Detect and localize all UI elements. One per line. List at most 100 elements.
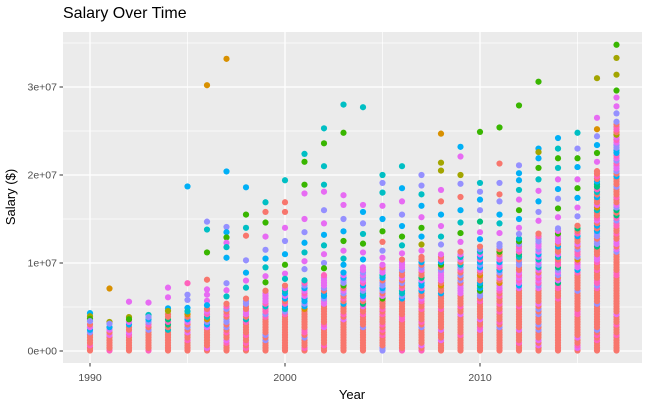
data-point bbox=[359, 104, 367, 111]
y-tick-label: 0e+00 bbox=[28, 346, 58, 358]
data-point bbox=[301, 190, 308, 197]
data-point bbox=[418, 182, 425, 189]
data-point bbox=[281, 275, 289, 282]
data-point bbox=[320, 220, 328, 227]
data-point bbox=[398, 185, 406, 192]
data-point bbox=[281, 208, 289, 216]
data-point bbox=[203, 249, 211, 256]
data-point bbox=[164, 307, 172, 315]
data-point bbox=[437, 159, 445, 166]
data-point bbox=[242, 211, 250, 218]
data-point bbox=[359, 240, 367, 247]
data-point bbox=[574, 145, 581, 152]
data-point bbox=[496, 160, 503, 167]
data-point bbox=[262, 255, 269, 262]
data-point bbox=[554, 145, 562, 152]
data-point bbox=[457, 193, 464, 201]
data-point bbox=[457, 219, 464, 226]
data-point bbox=[554, 214, 562, 221]
data-point bbox=[476, 196, 484, 203]
data-point bbox=[574, 155, 581, 162]
data-point bbox=[301, 266, 308, 273]
data-point bbox=[554, 176, 562, 183]
data-point bbox=[359, 220, 367, 227]
data-point bbox=[496, 211, 503, 218]
data-point bbox=[203, 297, 211, 304]
data-point bbox=[496, 198, 503, 205]
data-point bbox=[320, 242, 328, 249]
data-point bbox=[301, 258, 308, 265]
data-point bbox=[418, 171, 425, 179]
data-point bbox=[301, 150, 308, 157]
data-point bbox=[145, 299, 152, 306]
data-point bbox=[496, 229, 503, 237]
data-point bbox=[554, 185, 562, 193]
data-point bbox=[476, 179, 484, 187]
data-point bbox=[437, 222, 445, 230]
data-point bbox=[418, 214, 425, 221]
data-point bbox=[223, 244, 230, 251]
data-point bbox=[281, 237, 289, 245]
data-point bbox=[554, 225, 562, 232]
data-point bbox=[515, 186, 523, 194]
data-point bbox=[535, 149, 542, 156]
data-point bbox=[242, 184, 250, 191]
data-point bbox=[613, 110, 620, 117]
data-point bbox=[242, 224, 250, 231]
data-point bbox=[184, 308, 191, 315]
data-point bbox=[106, 285, 113, 292]
data-point bbox=[593, 141, 601, 149]
data-point bbox=[418, 241, 425, 248]
data-point bbox=[476, 188, 484, 195]
data-point bbox=[437, 241, 445, 248]
data-point bbox=[437, 233, 445, 240]
data-point bbox=[613, 54, 620, 62]
data-point bbox=[320, 272, 328, 279]
data-point bbox=[379, 215, 386, 223]
data-point bbox=[340, 192, 347, 199]
data-point bbox=[476, 218, 484, 225]
data-point bbox=[301, 249, 308, 256]
data-point bbox=[301, 158, 308, 165]
data-point bbox=[340, 269, 347, 276]
data-point bbox=[554, 195, 562, 202]
data-point bbox=[418, 233, 425, 240]
data-point bbox=[262, 208, 269, 216]
data-point bbox=[125, 298, 133, 305]
data-point bbox=[203, 286, 211, 293]
data-point bbox=[301, 239, 308, 246]
data-point bbox=[398, 163, 406, 170]
data-point bbox=[379, 189, 386, 196]
data-point bbox=[379, 171, 386, 179]
data-point bbox=[164, 294, 172, 301]
data-point bbox=[476, 128, 484, 135]
data-point bbox=[262, 246, 269, 253]
data-point bbox=[398, 256, 406, 263]
data-point bbox=[457, 248, 464, 255]
data-point bbox=[437, 167, 445, 174]
data-point bbox=[301, 215, 308, 223]
data-point bbox=[457, 171, 464, 179]
data-point bbox=[574, 194, 581, 201]
data-point bbox=[262, 264, 269, 271]
data-point bbox=[320, 181, 328, 188]
data-point bbox=[476, 236, 484, 243]
data-point bbox=[554, 205, 562, 212]
data-point bbox=[320, 251, 328, 258]
data-point bbox=[223, 239, 230, 246]
data-point bbox=[223, 293, 230, 300]
data-point bbox=[223, 287, 230, 294]
data-point bbox=[496, 179, 503, 187]
data-point bbox=[515, 177, 523, 184]
data-point bbox=[437, 198, 445, 205]
data-point bbox=[457, 238, 464, 245]
data-point bbox=[359, 256, 367, 263]
data-point bbox=[496, 240, 503, 248]
y-axis-title: Salary ($) bbox=[3, 169, 18, 225]
data-point bbox=[262, 219, 269, 226]
data-point bbox=[379, 202, 386, 209]
data-point bbox=[223, 234, 230, 241]
data-point bbox=[184, 183, 191, 190]
data-point bbox=[301, 229, 308, 236]
